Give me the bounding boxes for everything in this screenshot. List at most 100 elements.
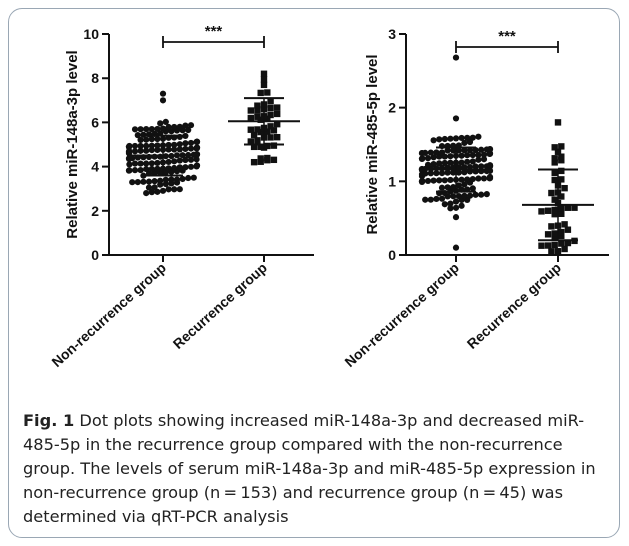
data-point xyxy=(458,134,465,142)
data-point xyxy=(564,239,572,247)
data-point xyxy=(422,196,429,203)
data-point xyxy=(187,145,195,152)
data-point xyxy=(143,142,150,149)
data-point xyxy=(182,145,189,153)
data-point xyxy=(257,143,264,151)
y-axis-title: Relative miR-485-5p level xyxy=(364,54,381,234)
data-point xyxy=(159,90,167,97)
data-point xyxy=(176,164,183,171)
data-point xyxy=(544,242,552,249)
data-point xyxy=(422,149,429,156)
data-point xyxy=(544,207,552,214)
data-point xyxy=(145,178,153,185)
data-point xyxy=(458,152,465,159)
data-point xyxy=(424,155,432,162)
data-point xyxy=(483,191,490,198)
data-point xyxy=(151,184,158,191)
data-point xyxy=(458,159,465,166)
data-point xyxy=(486,146,494,153)
data-point xyxy=(455,182,462,189)
data-point xyxy=(464,176,471,183)
data-point xyxy=(157,120,164,127)
data-point xyxy=(154,146,161,154)
data-point xyxy=(134,132,141,139)
data-point xyxy=(475,133,482,140)
data-point xyxy=(247,107,254,114)
data-point xyxy=(137,126,144,133)
data-point xyxy=(267,134,274,141)
data-point xyxy=(165,165,172,172)
data-point xyxy=(182,132,189,140)
data-point xyxy=(430,154,437,161)
data-point xyxy=(447,153,454,160)
data-point xyxy=(182,140,189,147)
data-point xyxy=(558,157,565,164)
data-point xyxy=(419,155,426,162)
data-point xyxy=(478,163,485,170)
data-point xyxy=(551,230,558,237)
data-point xyxy=(551,210,558,218)
data-point xyxy=(472,163,479,170)
data-point xyxy=(551,144,558,151)
data-point xyxy=(154,165,161,172)
data-point xyxy=(143,126,150,133)
data-point xyxy=(447,135,454,142)
data-point xyxy=(458,176,465,183)
data-point xyxy=(162,118,169,125)
data-point xyxy=(176,186,183,193)
data-point xyxy=(447,200,454,207)
data-point xyxy=(441,135,448,143)
data-point xyxy=(464,152,471,159)
data-point xyxy=(193,156,200,163)
figure-caption: Fig. 1 Dot plots showing increased miR-1… xyxy=(23,409,608,529)
data-point xyxy=(450,193,457,200)
data-point xyxy=(469,185,476,192)
data-point xyxy=(433,195,440,203)
data-point xyxy=(264,142,271,150)
data-point xyxy=(450,147,457,154)
y-tick-label: 2 xyxy=(91,203,99,219)
data-point xyxy=(267,111,274,119)
data-point xyxy=(274,120,281,128)
data-point xyxy=(475,151,482,159)
data-point xyxy=(430,137,437,144)
data-point xyxy=(551,159,558,166)
data-point xyxy=(154,159,161,167)
y-axis-title: Relative miR-148a-3p level xyxy=(64,50,81,238)
data-point xyxy=(551,155,558,162)
data-point xyxy=(173,176,181,183)
data-point xyxy=(461,169,468,176)
data-point xyxy=(185,126,192,134)
data-point xyxy=(193,144,201,151)
data-point xyxy=(185,174,192,182)
data-point xyxy=(551,234,558,241)
data-point xyxy=(137,136,144,144)
data-point xyxy=(455,193,462,200)
data-point xyxy=(433,149,440,156)
y-tick-label: 4 xyxy=(91,159,99,175)
data-point xyxy=(250,158,258,166)
data-point xyxy=(436,136,443,143)
data-point xyxy=(187,163,195,170)
data-point xyxy=(159,97,167,104)
data-point xyxy=(264,128,271,135)
data-point xyxy=(134,179,141,186)
data-point xyxy=(270,142,278,149)
data-point xyxy=(447,205,454,212)
data-point xyxy=(126,161,133,168)
data-point xyxy=(455,169,462,176)
data-point xyxy=(461,147,468,154)
data-point xyxy=(179,175,186,183)
data-point xyxy=(438,170,446,177)
data-point xyxy=(554,248,562,255)
data-point xyxy=(137,166,144,174)
data-point xyxy=(254,126,261,133)
data-point xyxy=(538,242,545,249)
data-point xyxy=(551,176,558,184)
data-point xyxy=(148,136,155,143)
data-point xyxy=(458,202,465,209)
data-point xyxy=(145,184,153,191)
data-point xyxy=(469,175,476,183)
data-point xyxy=(480,151,488,158)
data-point xyxy=(452,244,460,251)
